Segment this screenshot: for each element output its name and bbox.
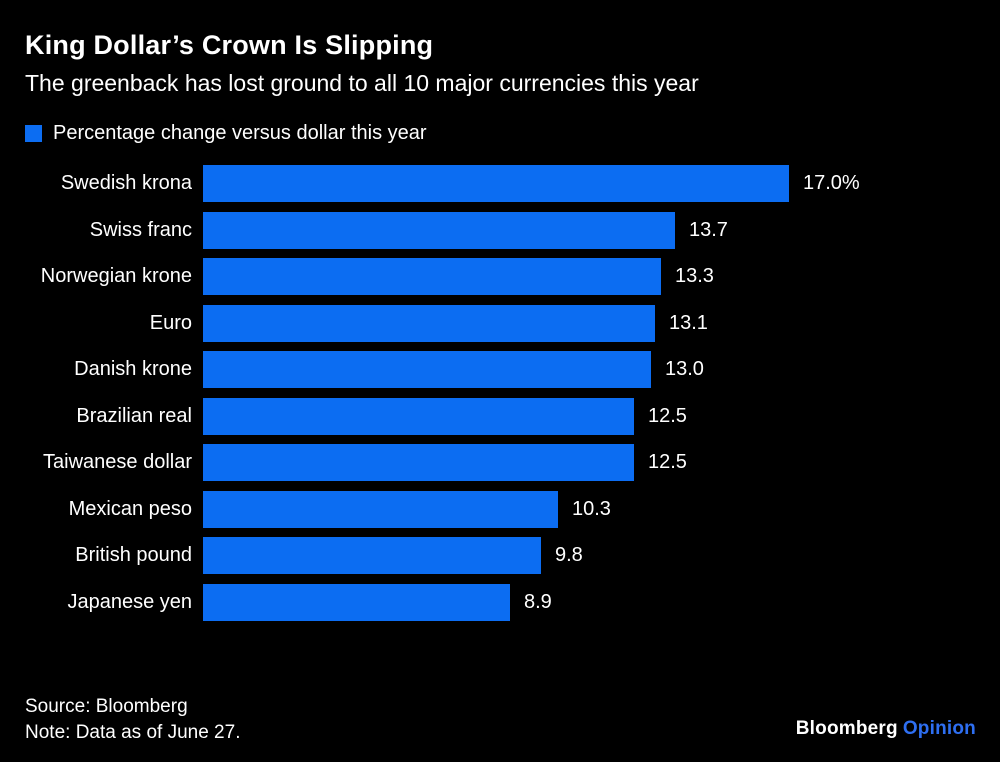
bar-row: Swiss franc 13.7	[0, 207, 1000, 254]
bar-label: Brazilian real	[76, 404, 192, 427]
bar-row: Mexican peso 10.3	[0, 486, 1000, 533]
bar	[203, 397, 634, 435]
note-line: Note: Data as of June 27.	[25, 721, 241, 743]
bar-value: 9.8	[555, 544, 583, 567]
bar	[203, 304, 655, 342]
chart-footer: Source: Bloomberg Note: Data as of June …	[25, 694, 240, 746]
chart-subtitle: The greenback has lost ground to all 10 …	[25, 70, 699, 97]
bar-label: Euro	[149, 311, 192, 334]
bar-value: 13.3	[675, 265, 714, 288]
bar-value: 10.3	[572, 497, 611, 520]
brand-logo: Bloomberg Opinion	[796, 718, 976, 740]
bar-row: Norwegian krone 13.3	[0, 254, 1000, 301]
bar-value: 8.9	[524, 590, 552, 613]
bar-row: British pound 9.8	[0, 533, 1000, 580]
bar-label: Japanese yen	[67, 590, 192, 613]
bar-label: British pound	[75, 544, 192, 567]
chart-header: King Dollar’s Crown Is Slipping The gree…	[0, 0, 1000, 98]
bar-row: Taiwanese dollar 12.5	[0, 440, 1000, 487]
bar-row: Euro 13.1	[0, 300, 1000, 347]
bar-value: 12.5	[648, 451, 687, 474]
bar-value: 17.0%	[803, 172, 860, 195]
bar-label: Taiwanese dollar	[43, 451, 192, 474]
bar-value: 12.5	[648, 404, 687, 427]
bar-row: Swedish krona 17.0%	[0, 161, 1000, 208]
brand-name: Bloomberg	[795, 718, 898, 739]
bar-label: Swiss franc	[89, 218, 192, 241]
bar	[203, 537, 541, 575]
bar	[203, 444, 634, 482]
bar	[203, 583, 510, 621]
bar	[203, 258, 661, 296]
bar	[203, 351, 651, 389]
bar-value: 13.1	[669, 311, 708, 334]
chart-legend: Percentage change versus dollar this yea…	[25, 122, 975, 145]
bar-value: 13.7	[689, 218, 728, 241]
bar-label: Swedish krona	[60, 172, 192, 195]
bar-row: Danish krone 13.0	[0, 347, 1000, 394]
bar	[203, 165, 789, 203]
bar-value: 13.0	[665, 358, 704, 381]
bar-row: Brazilian real 12.5	[0, 393, 1000, 440]
bar-label: Mexican peso	[68, 497, 192, 520]
bar-label: Danish krone	[74, 358, 192, 381]
legend-label: Percentage change versus dollar this yea…	[53, 121, 427, 144]
source-line: Source: Bloomberg	[25, 695, 188, 717]
bar-row: Japanese yen 8.9	[0, 579, 1000, 626]
bar	[203, 490, 558, 528]
bar-chart: Swedish krona 17.0% Swiss franc 13.7 Norwegi…	[0, 161, 1000, 626]
brand-suffix: Opinion	[902, 718, 976, 739]
chart-title: King Dollar’s Crown Is Slipping	[25, 30, 434, 60]
legend-swatch-icon	[25, 124, 42, 142]
bar-label: Norwegian krone	[40, 265, 192, 288]
bar	[203, 211, 675, 249]
